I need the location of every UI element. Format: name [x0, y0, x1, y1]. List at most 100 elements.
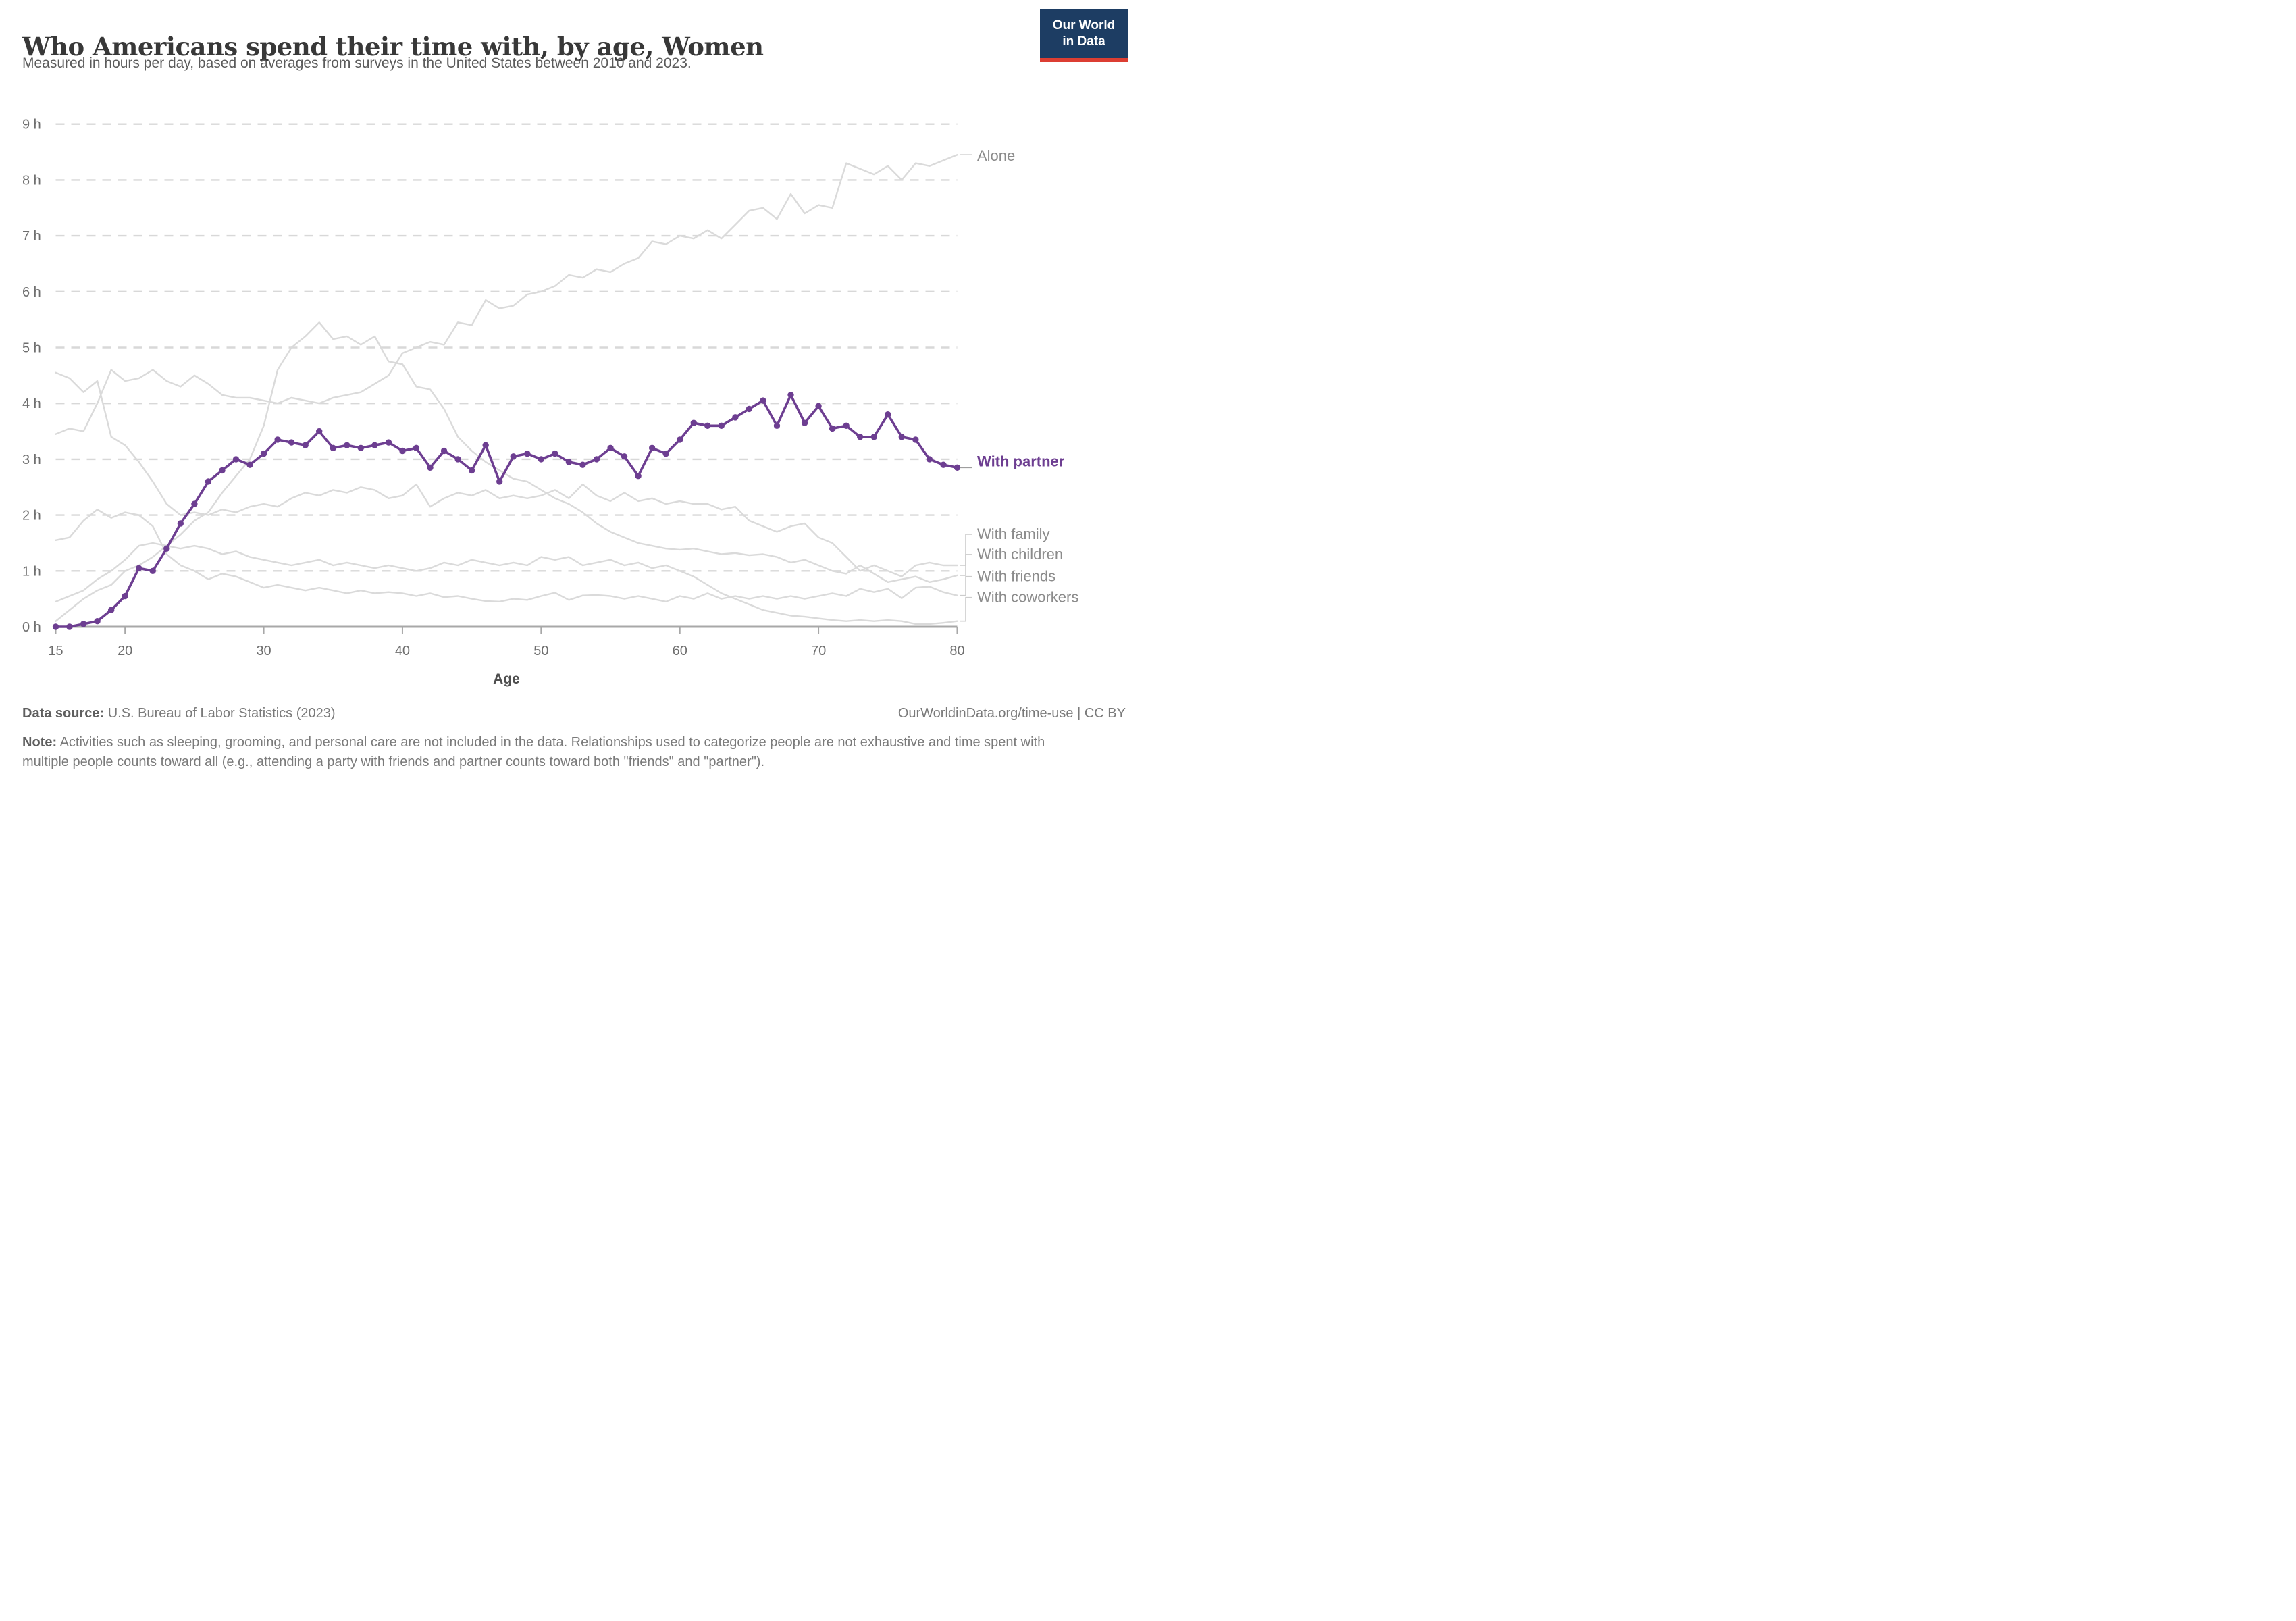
chart-subtitle: Measured in hours per day, based on aver…: [22, 55, 692, 71]
x-axis-label-80: 80: [949, 644, 964, 659]
owid-chart-page: { "header": { "title": "Who Americans sp…: [0, 0, 1148, 810]
data-point-partner-age-29: [246, 461, 253, 468]
legend-label-children[interactable]: With children: [977, 546, 1063, 563]
page-title: Who Americans spend their time with, by …: [22, 31, 764, 61]
series-line-alone: [55, 153, 958, 435]
data-point-partner-age-67: [773, 422, 781, 429]
chart-area: 0 h 1 h 2 h 3 h 4 h 5 h 6 h 7 h 8 h 9 h 15 20 30 40 50…: [0, 95, 1148, 689]
legend-label-friends[interactable]: With friends: [977, 568, 1055, 585]
data-point-partner-age-33: [302, 442, 309, 448]
x-axis-label-50: 50: [533, 644, 548, 659]
data-point-partner-age-36: [344, 442, 350, 448]
owid-link[interactable]: OurWorldinData.org/time-use | CC BY: [897, 706, 1126, 721]
data-point-partner-age-45: [468, 467, 475, 474]
data-point-partner-age-50: [538, 456, 545, 463]
data-point-partner-age-78: [926, 456, 933, 463]
x-axis-label-70: 70: [811, 644, 826, 659]
data-point-partner-age-59: [662, 450, 669, 457]
data-point-partner-age-77: [912, 436, 919, 443]
data-point-partner-age-72: [843, 422, 850, 429]
data-point-partner-age-75: [885, 411, 891, 418]
data-point-partner-age-53: [579, 461, 586, 468]
data-point-partner-age-69: [801, 419, 808, 426]
line-chart: 0 h 1 h 2 h 3 h 4 h 5 h 6 h 7 h 8 h 9 h 15 20 30 40 50…: [22, 118, 1078, 687]
chart-note: Note: Activities such as sleeping, groom…: [22, 735, 1045, 769]
data-point-partner-age-44: [454, 456, 461, 463]
data-point-partner-age-64: [732, 414, 739, 421]
data-point-partner-age-43: [440, 447, 448, 455]
owid-logo-line2: in Data: [1062, 34, 1105, 49]
legend-connector-coworkers: [960, 596, 972, 622]
data-point-partner-age-34: [316, 428, 323, 435]
series-line-partner: [54, 393, 959, 628]
data-point-partner-age-32: [288, 439, 295, 446]
data-point-partner-age-65: [746, 405, 753, 413]
data-point-partner-age-52: [565, 459, 573, 465]
data-point-partner-age-57: [635, 473, 642, 480]
data-point-partner-age-51: [552, 450, 558, 457]
data-point-partner-age-20: [122, 592, 128, 600]
data-point-partner-age-80: [954, 464, 961, 471]
data-point-partner-age-27: [219, 467, 226, 474]
data-point-partner-age-40: [399, 447, 406, 455]
data-source: Data source: U.S. Bureau of Labor Statis…: [22, 706, 336, 721]
data-point-partner-age-31: [274, 436, 281, 443]
data-point-partner-age-24: [177, 520, 184, 527]
data-point-partner-age-30: [260, 450, 267, 457]
data-point-partner-age-22: [149, 567, 156, 574]
data-point-partner-age-70: [815, 403, 822, 410]
y-axis-label-6h: 6 h: [22, 285, 41, 300]
y-axis-label-5h: 5 h: [22, 341, 41, 356]
legend-connector-friends: [960, 575, 972, 596]
data-point-partner-age-60: [677, 436, 683, 443]
data-point-partner-age-16: [66, 623, 73, 630]
data-point-partner-age-66: [760, 397, 766, 404]
data-point-partner-age-23: [163, 545, 170, 552]
data-point-partner-age-58: [648, 444, 656, 452]
x-axis-label-60: 60: [673, 644, 687, 659]
data-point-partner-age-56: [621, 453, 628, 460]
legend-label-alone[interactable]: Alone: [977, 147, 1015, 164]
x-axis-label-20: 20: [118, 644, 132, 659]
y-axis-label-4h: 4 h: [22, 396, 41, 411]
x-axis-label-15: 15: [48, 644, 63, 659]
data-point-partner-age-61: [690, 419, 697, 426]
data-point-partner-age-73: [857, 434, 864, 440]
data-point-partner-age-47: [496, 478, 503, 485]
data-point-partner-age-79: [940, 461, 947, 468]
data-point-partner-age-71: [829, 425, 836, 432]
data-point-partner-age-25: [191, 500, 198, 507]
data-point-partner-age-39: [385, 439, 392, 446]
owid-logo[interactable]: Our World in Data: [1040, 9, 1128, 62]
data-point-partner-age-26: [205, 478, 212, 485]
series-line-children: [55, 321, 958, 622]
data-point-partner-age-37: [357, 444, 365, 452]
data-point-partner-age-42: [427, 464, 434, 471]
y-axis-label-0h: 0 h: [22, 620, 41, 635]
legend-label-coworkers[interactable]: With coworkers: [977, 589, 1078, 606]
owid-logo-line1: Our World: [1052, 18, 1116, 32]
data-point-partner-age-41: [413, 444, 420, 452]
y-axis-label-8h: 8 h: [22, 173, 41, 188]
y-axis-label-1h: 1 h: [22, 564, 41, 579]
series-line-coworkers: [55, 542, 958, 625]
legend-label-family[interactable]: With family: [977, 525, 1050, 542]
data-point-partner-age-35: [330, 444, 336, 452]
data-point-partner-age-62: [704, 422, 711, 429]
data-point-partner-age-55: [607, 444, 614, 452]
data-point-partner-age-19: [107, 607, 115, 613]
chart-footer: Data source: U.S. Bureau of Labor Statis…: [22, 704, 1126, 772]
data-point-partner-age-49: [524, 450, 531, 457]
y-axis-label-2h: 2 h: [22, 509, 41, 523]
data-point-partner-age-48: [510, 453, 517, 460]
data-point-partner-age-17: [80, 621, 87, 627]
data-point-partner-age-21: [136, 565, 142, 571]
data-point-partner-age-18: [94, 618, 101, 625]
legend-label-partner[interactable]: With partner: [977, 453, 1065, 469]
y-axis-label-9h: 9 h: [22, 118, 41, 132]
y-axis-label-3h: 3 h: [22, 453, 41, 467]
series-line-friends: [55, 509, 958, 602]
data-point-partner-age-63: [718, 422, 725, 429]
data-point-partner-age-28: [232, 456, 240, 463]
x-axis-title: Age: [493, 671, 520, 687]
